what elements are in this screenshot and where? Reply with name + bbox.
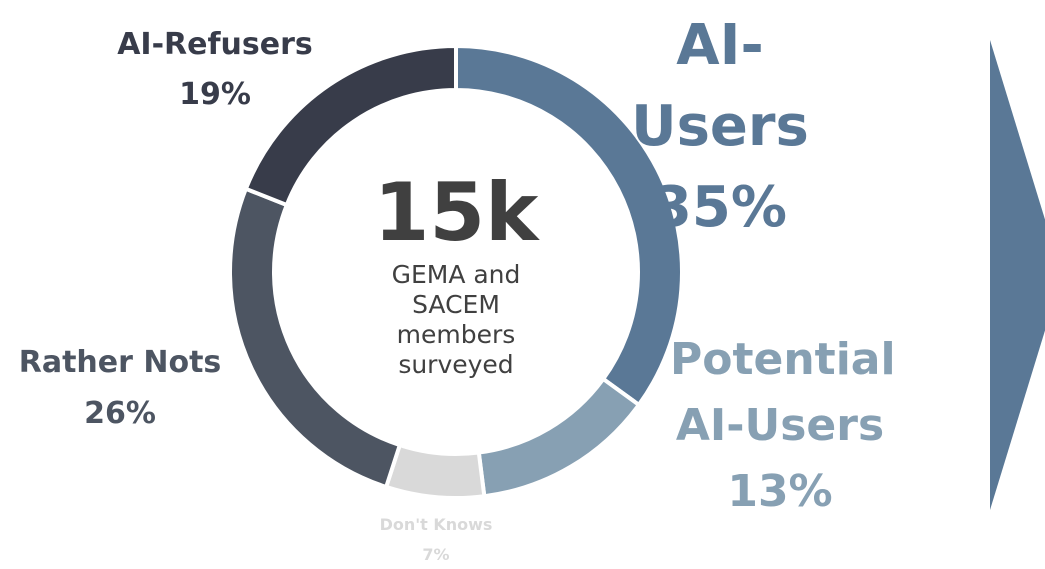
slice — [243, 43, 458, 208]
slice-name: Rather Nots — [18, 345, 222, 380]
slice — [383, 442, 487, 500]
slice-value: 35% — [652, 175, 788, 241]
slice-value: 19% — [179, 76, 251, 112]
slice-value: 26% — [84, 396, 156, 431]
slice-value: 13% — [727, 466, 833, 517]
center-label: 15k GEMA and SACEM members surveyed — [356, 165, 556, 380]
slice — [476, 376, 642, 499]
slice-name: Don't Knows — [379, 515, 493, 534]
slice-name: Potential AI-Users — [670, 334, 896, 451]
slice-label: Rather Nots 26% — [0, 337, 240, 439]
slice-label: AI-Users 35% — [590, 5, 850, 249]
slice-label: AI-Refusers 19% — [100, 20, 330, 119]
slice-name: AI-Refusers — [117, 27, 313, 62]
center-text: GEMA and SACEM members surveyed — [391, 260, 521, 379]
slice-label: Potential AI-Users 13% — [670, 327, 896, 525]
center-title: 15k — [373, 166, 539, 259]
arrow — [990, 40, 1045, 510]
slice-name: AI-Users — [631, 13, 809, 160]
slice-value: 7% — [422, 544, 450, 564]
slice-label: Don't Knows 7% — [356, 510, 516, 569]
